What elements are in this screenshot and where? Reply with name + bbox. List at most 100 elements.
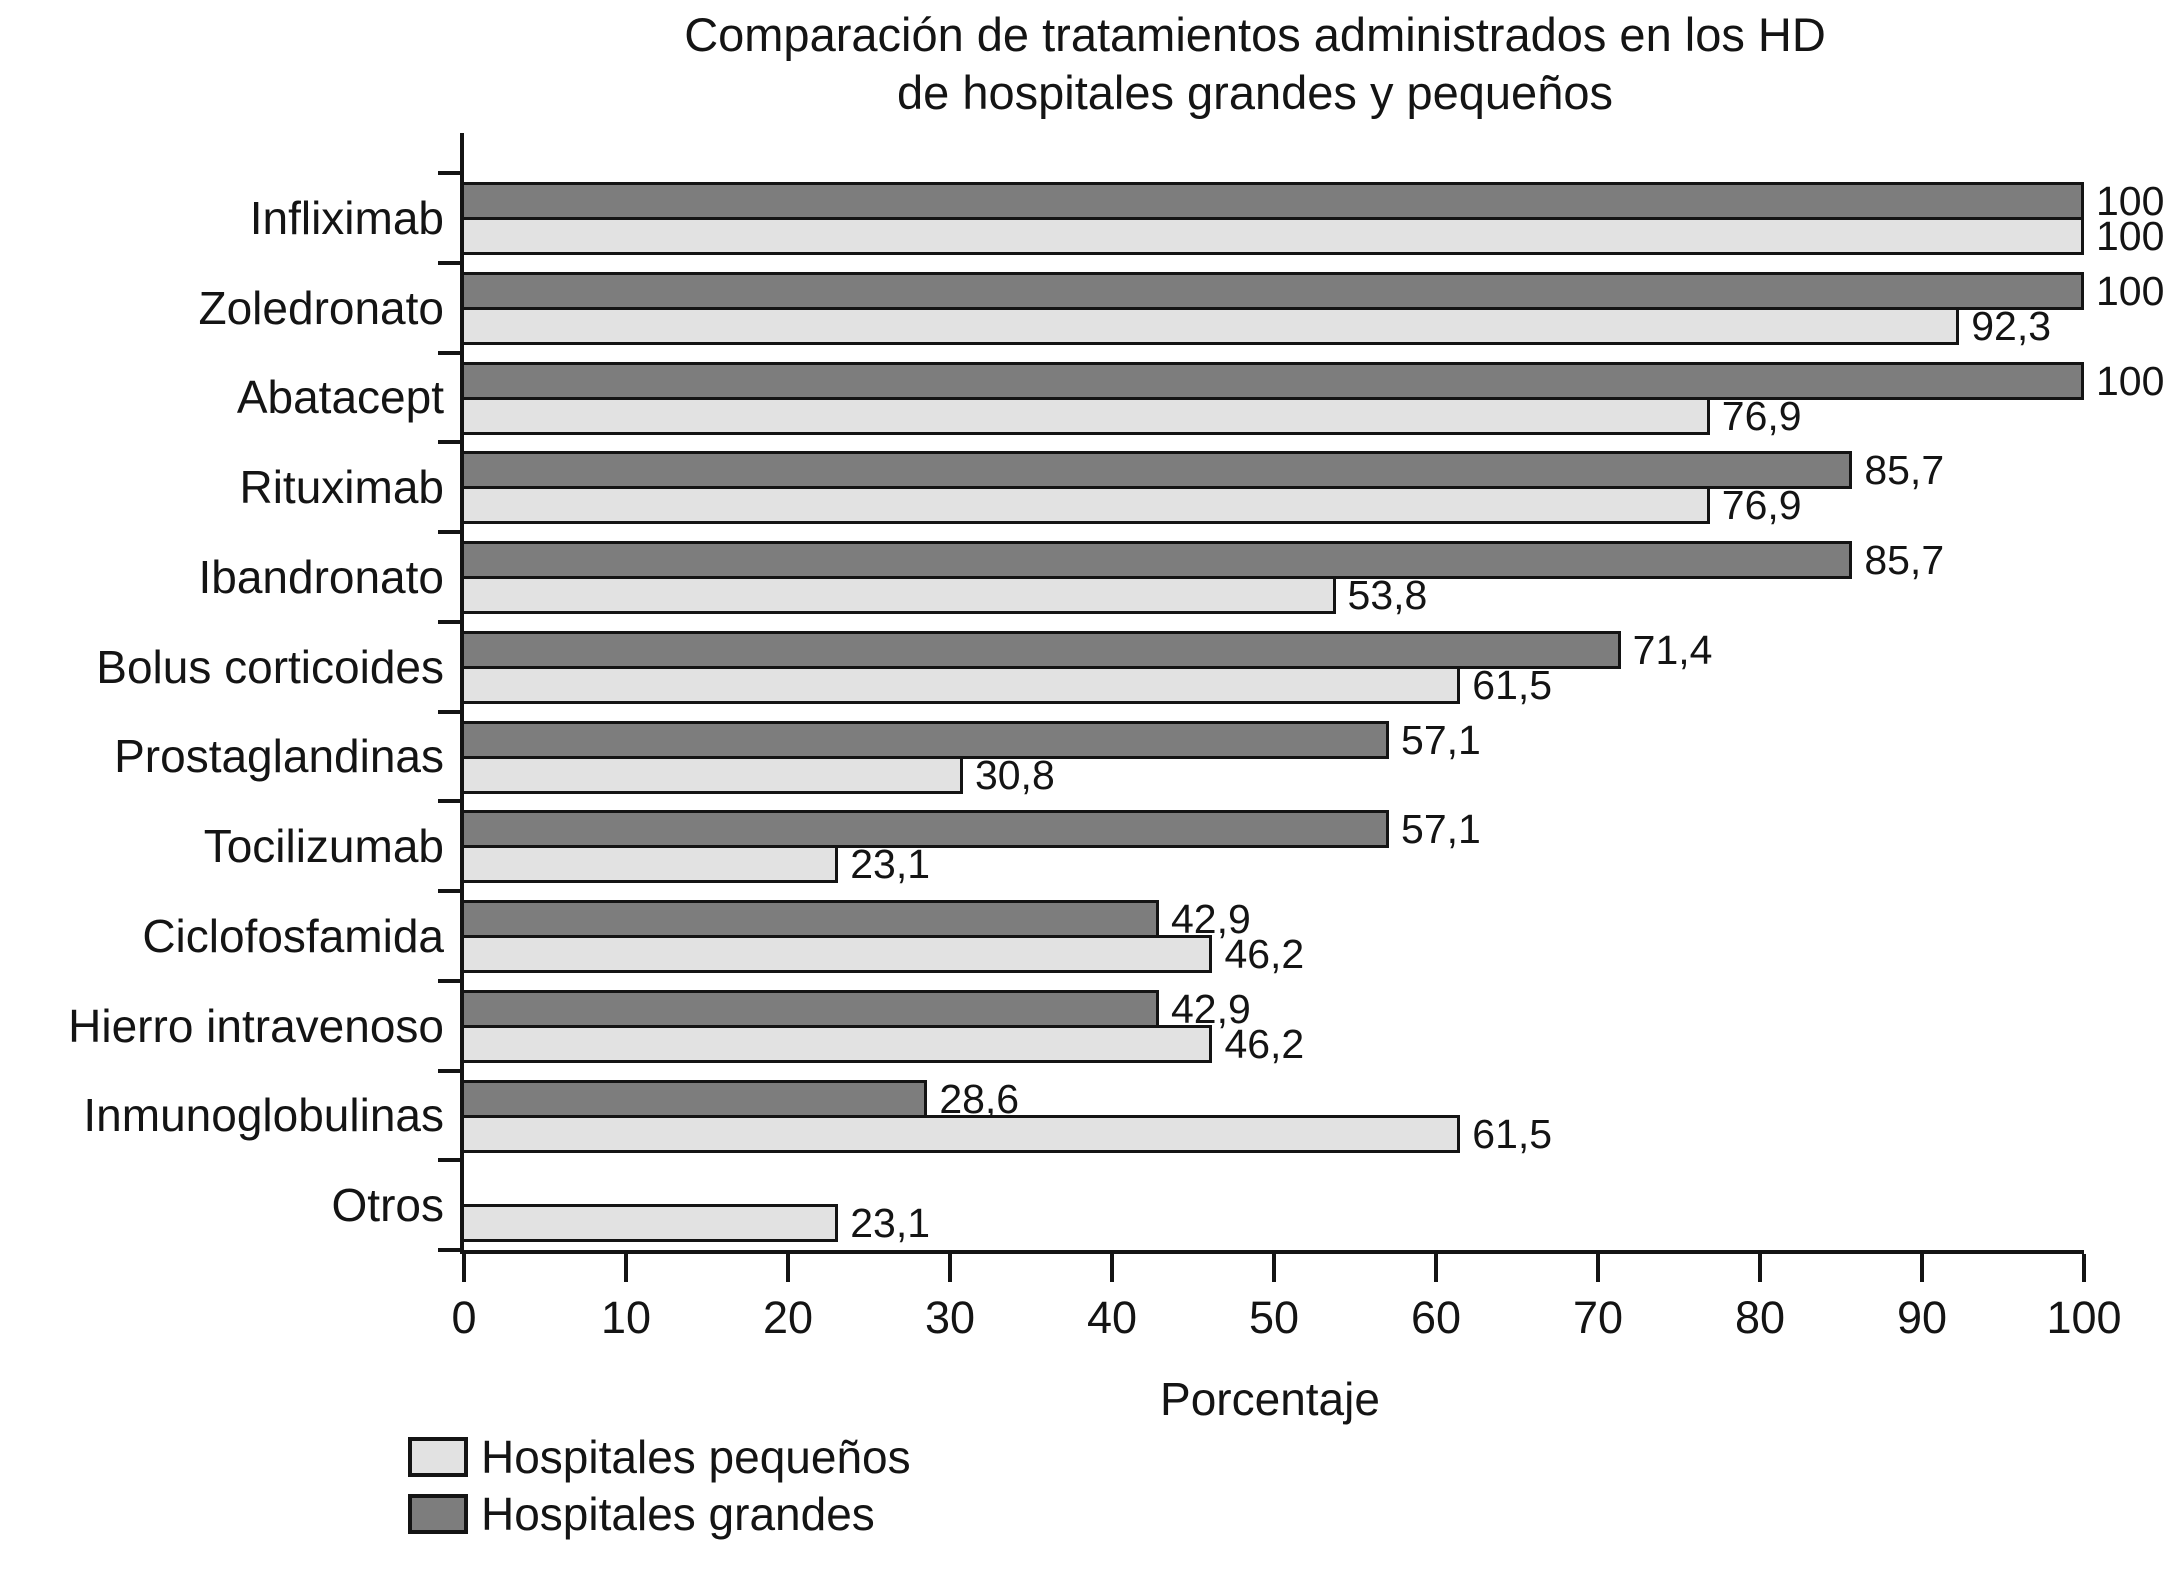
bar-value-label: 71,4 xyxy=(1632,626,1713,673)
bar-hospitales-grandes xyxy=(464,810,1390,849)
bar-hospitales-grandes xyxy=(464,989,1159,1028)
legend-item-grandes: Hospitales grandes xyxy=(408,1489,911,1539)
bar-hospitales-pequenos xyxy=(464,845,839,884)
bar-value-label: 100 xyxy=(2096,178,2165,224)
bar-value-label: 85,7 xyxy=(1864,447,1945,494)
x-axis-tick-label: 20 xyxy=(762,1292,814,1343)
category-label: Ciclofosfamida xyxy=(142,909,444,962)
x-axis-tick xyxy=(786,1254,790,1282)
bar-hospitales-grandes xyxy=(464,182,2084,220)
y-axis-tick xyxy=(438,709,460,714)
x-axis-tick xyxy=(462,1254,466,1282)
bar-hospitales-pequenos xyxy=(464,486,1710,525)
bar-value-label: 61,5 xyxy=(1472,661,1553,708)
y-axis-tick xyxy=(438,978,460,983)
x-axis-tick-label: 60 xyxy=(1410,1292,1462,1343)
bar-value-label: 23,1 xyxy=(850,1200,931,1247)
bar-hospitales-grandes xyxy=(464,271,2084,310)
x-axis-title: Porcentaje xyxy=(1160,1373,1380,1425)
bar-value-label: 42,9 xyxy=(1170,985,1251,1032)
bar-hospitales-grandes xyxy=(464,361,2084,400)
bar-hospitales-grandes xyxy=(464,630,1621,669)
category-label: Abatacept xyxy=(236,371,444,424)
x-axis-tick-label: 80 xyxy=(1734,1292,1786,1343)
bar-value-label: 53,8 xyxy=(1347,572,1428,618)
category-label: Rituximab xyxy=(239,461,444,514)
chart-title-line1: Comparación de tratamientos administrado… xyxy=(684,8,1826,61)
chart-title: Comparación de tratamientos administrado… xyxy=(430,6,2080,122)
x-axis-tick xyxy=(1434,1254,1438,1282)
category-label: Bolus corticoides xyxy=(96,640,444,693)
bar-value-label: 92,3 xyxy=(1971,302,2052,349)
y-axis-tick xyxy=(438,530,460,534)
x-axis-tick-label: 40 xyxy=(1086,1292,1138,1343)
category-label: Infliximab xyxy=(249,191,444,244)
bar-value-label: 28,6 xyxy=(939,1075,1020,1122)
plot-area: Infliximab 100 100 Zoledronato 100 92,3 Abatac… xyxy=(68,133,2164,1343)
legend-label-grandes: Hospitales grandes xyxy=(481,1488,875,1540)
bar-value-label: 30,8 xyxy=(974,751,1055,798)
category-label: Ibandronato xyxy=(198,550,444,603)
bar-hospitales-pequenos xyxy=(464,306,1960,345)
bar-value-label: 57,1 xyxy=(1401,806,1481,853)
x-axis-tick-label: 90 xyxy=(1896,1292,1948,1343)
category-label: Otros xyxy=(331,1179,444,1232)
category-label: Tocilizumab xyxy=(203,820,444,873)
y-axis-tick xyxy=(438,1068,460,1073)
x-axis-tick-label: 10 xyxy=(600,1292,652,1343)
y-axis-tick xyxy=(438,1248,460,1252)
legend-swatch-pequenos xyxy=(408,1437,468,1477)
bar-value-label: 76,9 xyxy=(1721,392,1802,439)
bar-hospitales-grandes xyxy=(464,900,1159,938)
x-axis-tick-label: 100 xyxy=(2046,1292,2122,1343)
y-axis-tick xyxy=(438,440,460,445)
bar-value-label: 100 xyxy=(2096,357,2165,404)
bar-value-label: 85,7 xyxy=(1864,537,1945,583)
x-axis-tick xyxy=(1110,1254,1114,1282)
bar-value-label: 100 xyxy=(2096,213,2165,259)
bar-hospitales-pequenos xyxy=(464,217,2084,255)
bar-hospitales-pequenos xyxy=(464,1024,1213,1063)
bar-hospitales-pequenos xyxy=(464,396,1710,435)
y-axis-tick xyxy=(438,799,460,804)
legend-item-pequenos: Hospitales pequeños xyxy=(408,1432,911,1482)
category-label: Inmunoglobulinas xyxy=(83,1089,444,1142)
category-label: Prostaglandinas xyxy=(114,730,444,783)
x-axis-tick xyxy=(2082,1254,2086,1282)
y-axis-tick xyxy=(438,171,460,175)
x-axis-tick-label: 50 xyxy=(1248,1292,1300,1343)
category-label: Hierro intravenoso xyxy=(68,999,444,1052)
chart-title-line2: de hospitales grandes y pequeños xyxy=(897,66,1613,119)
x-axis-tick-label: 30 xyxy=(924,1292,976,1343)
bar-hospitales-pequenos xyxy=(464,935,1213,973)
legend: Hospitales pequeños Hospitales grandes xyxy=(408,1432,911,1546)
x-axis-tick-label: 0 xyxy=(451,1292,477,1343)
y-axis-tick xyxy=(438,350,460,355)
bar-hospitales-grandes xyxy=(464,451,1853,490)
bar-hospitales-pequenos xyxy=(464,755,963,794)
bar-hospitales-pequenos xyxy=(464,665,1461,704)
bar-value-label: 57,1 xyxy=(1401,716,1481,763)
y-axis-tick xyxy=(438,889,460,893)
bar-hospitales-grandes xyxy=(464,1079,928,1118)
bar-value-label: 42,9 xyxy=(1170,896,1251,942)
bar-value-label: 23,1 xyxy=(850,841,931,888)
x-axis-tick xyxy=(1272,1254,1276,1282)
x-axis-tick xyxy=(948,1254,952,1282)
bar-hospitales-grandes xyxy=(464,720,1390,759)
x-axis-tick xyxy=(624,1254,628,1282)
x-axis-tick xyxy=(1758,1254,1762,1282)
y-axis-tick xyxy=(438,1158,460,1163)
bar-hospitales-pequenos xyxy=(464,1114,1461,1153)
bar-value-label: 100 xyxy=(2096,267,2165,314)
bar-hospitales-grandes xyxy=(464,541,1853,579)
bar-value-label: 46,2 xyxy=(1224,1020,1305,1067)
legend-swatch-grandes xyxy=(408,1494,468,1534)
y-axis-tick xyxy=(438,619,460,624)
legend-label-pequenos: Hospitales pequeños xyxy=(481,1431,911,1483)
bar-hospitales-pequenos xyxy=(464,1204,839,1243)
x-axis-tick-label: 70 xyxy=(1572,1292,1624,1343)
bar-value-label: 61,5 xyxy=(1472,1110,1553,1157)
bar-value-label: 46,2 xyxy=(1224,931,1305,977)
